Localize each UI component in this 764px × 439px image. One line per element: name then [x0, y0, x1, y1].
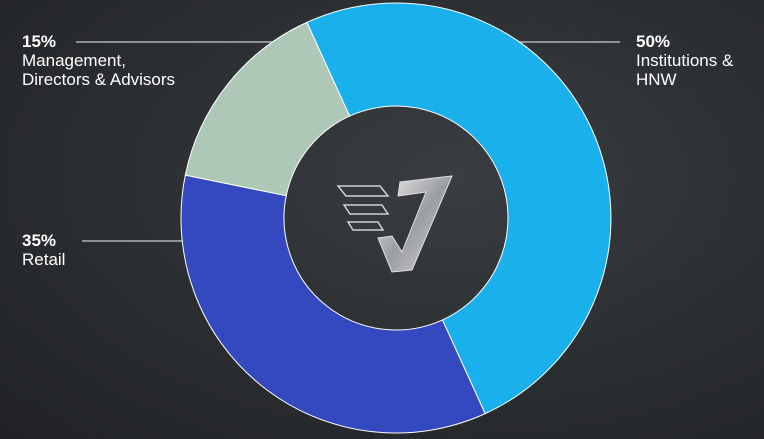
category-label: Retail — [22, 250, 66, 269]
segment-label: 35% Retail — [22, 231, 142, 269]
segment-label: 15% Management, Directors & Advisors — [22, 32, 192, 89]
percent-label: 50% — [636, 32, 671, 51]
donut-segment — [180, 174, 486, 434]
logo — [336, 175, 453, 273]
percent-label: 15% — [22, 32, 57, 51]
donut-segment — [184, 21, 351, 197]
category-label: Institutions & HNW — [636, 51, 734, 89]
donut-segment — [306, 2, 612, 415]
percent-label: 35% — [22, 231, 57, 250]
category-label: Management, Directors & Advisors — [22, 51, 176, 89]
segment-label: 50% Institutions & HNW — [636, 32, 764, 89]
